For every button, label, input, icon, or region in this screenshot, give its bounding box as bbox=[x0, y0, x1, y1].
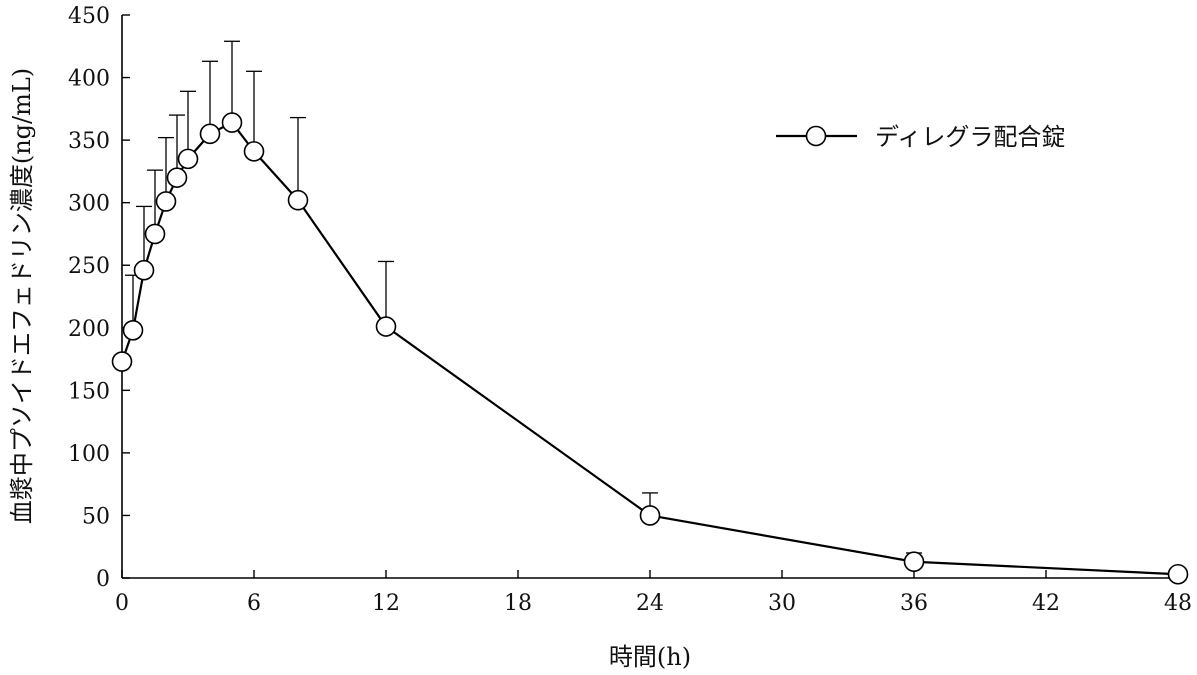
data-point bbox=[639, 505, 661, 526]
y-tick-label: 450 bbox=[68, 4, 110, 29]
data-point bbox=[177, 148, 199, 170]
data-point bbox=[155, 191, 177, 212]
x-tick-label: 42 bbox=[1032, 591, 1060, 616]
x-tick-label: 36 bbox=[900, 591, 928, 616]
legend-label: ディレグラ配合錠 bbox=[875, 123, 1065, 151]
x-tick-label: 0 bbox=[115, 591, 129, 616]
y-tick-label: 50 bbox=[82, 504, 110, 529]
data-markers bbox=[111, 112, 1189, 585]
y-tick-label: 150 bbox=[68, 379, 110, 404]
y-tick-label: 200 bbox=[68, 317, 110, 342]
data-point bbox=[243, 141, 265, 162]
data-point bbox=[375, 316, 397, 337]
y-tick-label: 350 bbox=[68, 129, 110, 154]
x-tick-label: 6 bbox=[247, 591, 261, 616]
legend-marker-sample bbox=[805, 125, 827, 147]
x-axis-ticks: 0 6 12 18 24 30 36 42 48 bbox=[115, 570, 1192, 616]
data-point bbox=[166, 167, 188, 188]
data-point bbox=[144, 223, 166, 245]
data-point bbox=[903, 551, 925, 573]
x-tick-label: 30 bbox=[768, 591, 796, 616]
data-point bbox=[199, 123, 221, 145]
y-tick-label: 400 bbox=[68, 67, 110, 92]
y-tick-label: 300 bbox=[68, 192, 110, 217]
legend: ディレグラ配合錠 bbox=[776, 123, 1065, 151]
data-point bbox=[1167, 563, 1189, 585]
x-tick-label: 18 bbox=[504, 591, 532, 616]
data-point bbox=[221, 112, 243, 133]
x-tick-label: 48 bbox=[1164, 591, 1192, 616]
error-bars bbox=[125, 40, 922, 562]
y-tick-label: 100 bbox=[68, 442, 110, 467]
data-point bbox=[111, 351, 133, 372]
data-point bbox=[122, 319, 144, 341]
x-tick-label: 12 bbox=[372, 591, 400, 616]
data-point bbox=[133, 259, 155, 281]
data-point bbox=[287, 189, 309, 211]
y-tick-label: 250 bbox=[68, 254, 110, 279]
y-tick-label: 0 bbox=[96, 567, 110, 592]
x-tick-label: 24 bbox=[636, 591, 664, 616]
y-axis-ticks: 0 50 100 150 200 250 300 350 400 450 bbox=[68, 4, 130, 592]
y-axis-title: 血漿中プソイドエフェドリン濃度(ng/mL) bbox=[8, 68, 36, 524]
x-axis-title: 時間(h) bbox=[609, 643, 691, 671]
